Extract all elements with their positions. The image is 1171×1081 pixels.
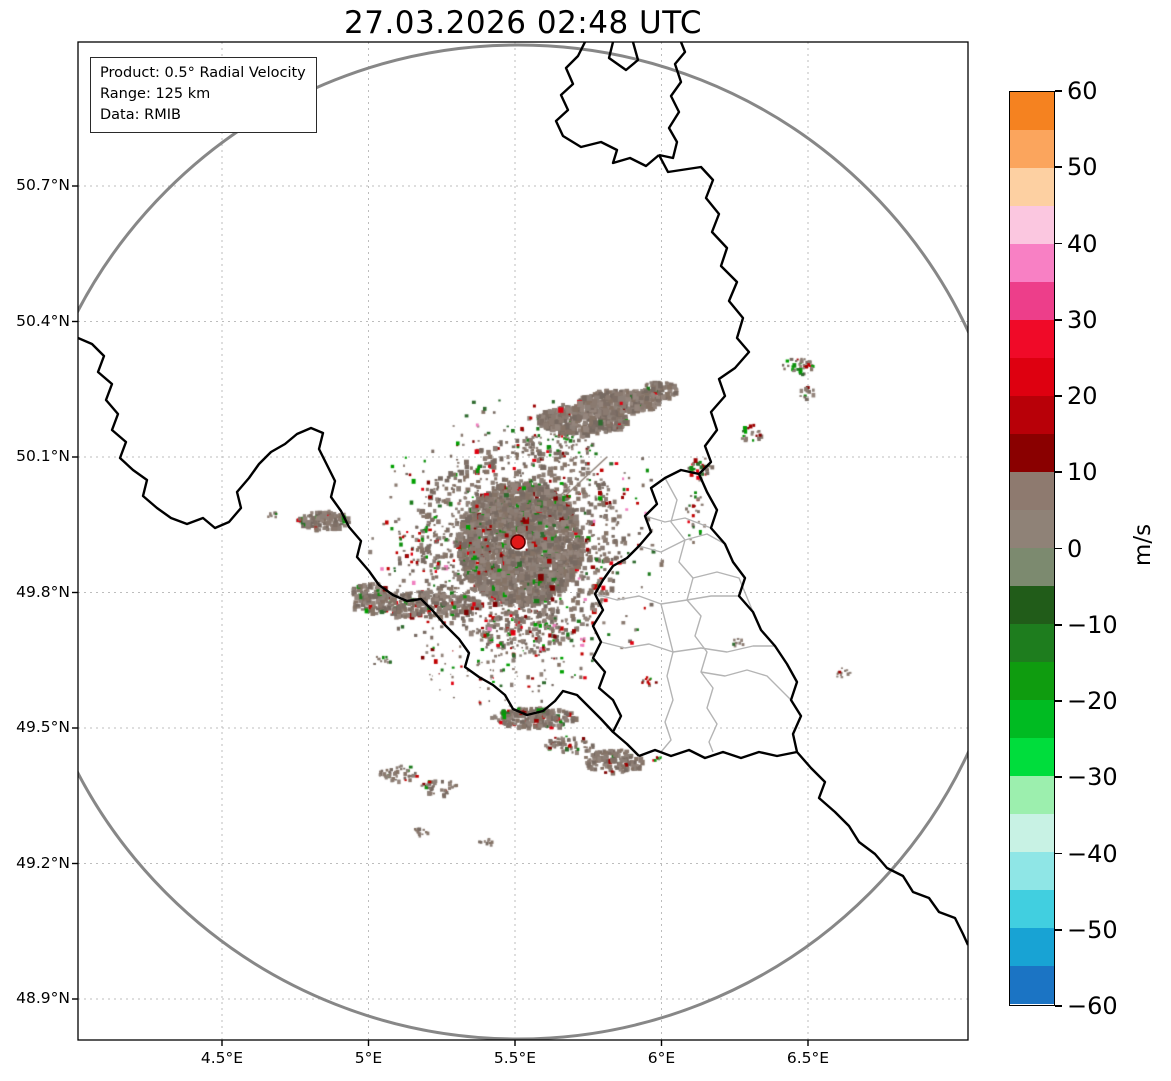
region-border-path bbox=[638, 533, 726, 553]
region-borders bbox=[594, 477, 792, 753]
colorbar-segment bbox=[1010, 586, 1054, 625]
colorbar-segment bbox=[1010, 130, 1054, 169]
colorbar-tick-mark bbox=[1055, 242, 1062, 245]
colorbar-tick-mark bbox=[1055, 852, 1062, 855]
colorbar-tick-mark bbox=[1055, 623, 1062, 626]
colorbar-segment bbox=[1010, 92, 1054, 131]
colorbar-segment bbox=[1010, 966, 1054, 1005]
colorbar-segment bbox=[1010, 244, 1054, 283]
region-border-path bbox=[594, 593, 739, 605]
colorbar-tick-mark bbox=[1055, 471, 1062, 474]
y-tick-label: 50.4°N bbox=[16, 311, 70, 330]
y-tick-label: 49.5°N bbox=[16, 718, 70, 736]
country-border-path bbox=[638, 748, 798, 760]
colorbar-segment bbox=[1010, 890, 1054, 929]
product-info-box: Product: 0.5° Radial Velocity Range: 125… bbox=[90, 57, 317, 134]
x-tick-label: 5°E bbox=[354, 1049, 383, 1067]
country-border-path bbox=[554, 42, 660, 168]
colorbar-segment bbox=[1010, 776, 1054, 815]
colorbar-tick-label: 30 bbox=[1067, 305, 1098, 334]
colorbar-tick-label: 20 bbox=[1067, 382, 1098, 410]
colorbar-segment bbox=[1010, 548, 1054, 587]
colorbar-segment bbox=[1010, 814, 1054, 853]
region-border-path bbox=[660, 603, 674, 753]
country-border-path bbox=[78, 336, 614, 733]
colorbar-tick-label: −30 bbox=[1067, 763, 1118, 792]
colorbar-tick-label: 60 bbox=[1067, 77, 1098, 105]
y-tick-label: 50.1°N bbox=[16, 447, 70, 465]
radar-site-marker bbox=[510, 534, 526, 550]
country-border-path bbox=[657, 154, 751, 475]
colorbar-tick-label: 10 bbox=[1067, 458, 1098, 487]
colorbar bbox=[1009, 91, 1055, 1006]
region-border-path bbox=[644, 515, 712, 529]
colorbar-segment bbox=[1010, 700, 1054, 739]
plot-frame bbox=[77, 41, 969, 1041]
colorbar-tick-label: −60 bbox=[1067, 992, 1118, 1020]
colorbar-tick-label: −50 bbox=[1067, 915, 1118, 944]
x-tick-label: 5.5°E bbox=[493, 1049, 537, 1067]
x-tick-label: 4.5°E bbox=[200, 1049, 244, 1067]
colorbar-segment bbox=[1010, 662, 1054, 701]
colorbar-tick-mark bbox=[1055, 1005, 1062, 1007]
country-border-path bbox=[697, 473, 968, 946]
colorbar-segment bbox=[1010, 472, 1054, 511]
y-tick-label: 50.7°N bbox=[16, 176, 70, 194]
country-border-path bbox=[607, 42, 640, 72]
x-tick-label: 6°E bbox=[647, 1049, 676, 1067]
colorbar-tick-mark bbox=[1055, 928, 1062, 931]
colorbar-tick-mark bbox=[1055, 395, 1062, 397]
colorbar-segment bbox=[1010, 928, 1054, 967]
region-border-path bbox=[664, 477, 718, 753]
colorbar-segment bbox=[1010, 510, 1054, 549]
y-tick-label: 49.8°N bbox=[16, 582, 70, 601]
colorbar-segment bbox=[1010, 434, 1054, 473]
colorbar-tick-label: −10 bbox=[1067, 610, 1118, 639]
region-border-path bbox=[700, 669, 792, 701]
colorbar-tick-label: −40 bbox=[1067, 839, 1118, 868]
colorbar-segment bbox=[1010, 358, 1054, 397]
colorbar-segment bbox=[1010, 852, 1054, 891]
colorbar-tick-label: 50 bbox=[1067, 153, 1098, 182]
country-borders bbox=[78, 42, 968, 946]
y-tick-label: 49.2°N bbox=[16, 853, 70, 872]
colorbar-segment bbox=[1010, 738, 1054, 777]
country-border-path bbox=[591, 468, 700, 757]
colorbar-segment bbox=[1010, 396, 1054, 435]
colorbar-tick-mark bbox=[1055, 90, 1062, 92]
colorbar-segment bbox=[1010, 624, 1054, 663]
colorbar-tick-mark bbox=[1055, 318, 1062, 321]
region-border-path bbox=[692, 571, 754, 613]
data-source-line: Data: RMIB bbox=[100, 107, 181, 124]
colorbar-segment bbox=[1010, 320, 1054, 359]
product-line: Product: 0.5° Radial Velocity bbox=[100, 65, 306, 81]
colorbar-segment bbox=[1010, 206, 1054, 245]
colorbar-unit-label: m/s bbox=[1130, 523, 1156, 567]
region-border-path bbox=[600, 641, 775, 653]
colorbar-tick-mark bbox=[1055, 166, 1062, 169]
colorbar-tick-label: 0 bbox=[1067, 534, 1083, 563]
colorbar-tick-mark bbox=[1055, 700, 1062, 702]
y-tick-label: 48.9°N bbox=[16, 989, 70, 1007]
range-line: Range: 125 km bbox=[100, 86, 211, 103]
colorbar-segment bbox=[1010, 282, 1054, 321]
colorbar-tick-mark bbox=[1055, 776, 1062, 779]
x-tick-label: 6.5°E bbox=[786, 1049, 830, 1067]
colorbar-tick-label: −20 bbox=[1067, 687, 1118, 715]
colorbar-tick-mark bbox=[1055, 547, 1062, 550]
colorbar-tick-label: 40 bbox=[1067, 229, 1098, 258]
colorbar-segment bbox=[1010, 168, 1054, 207]
country-border-path bbox=[658, 42, 687, 160]
